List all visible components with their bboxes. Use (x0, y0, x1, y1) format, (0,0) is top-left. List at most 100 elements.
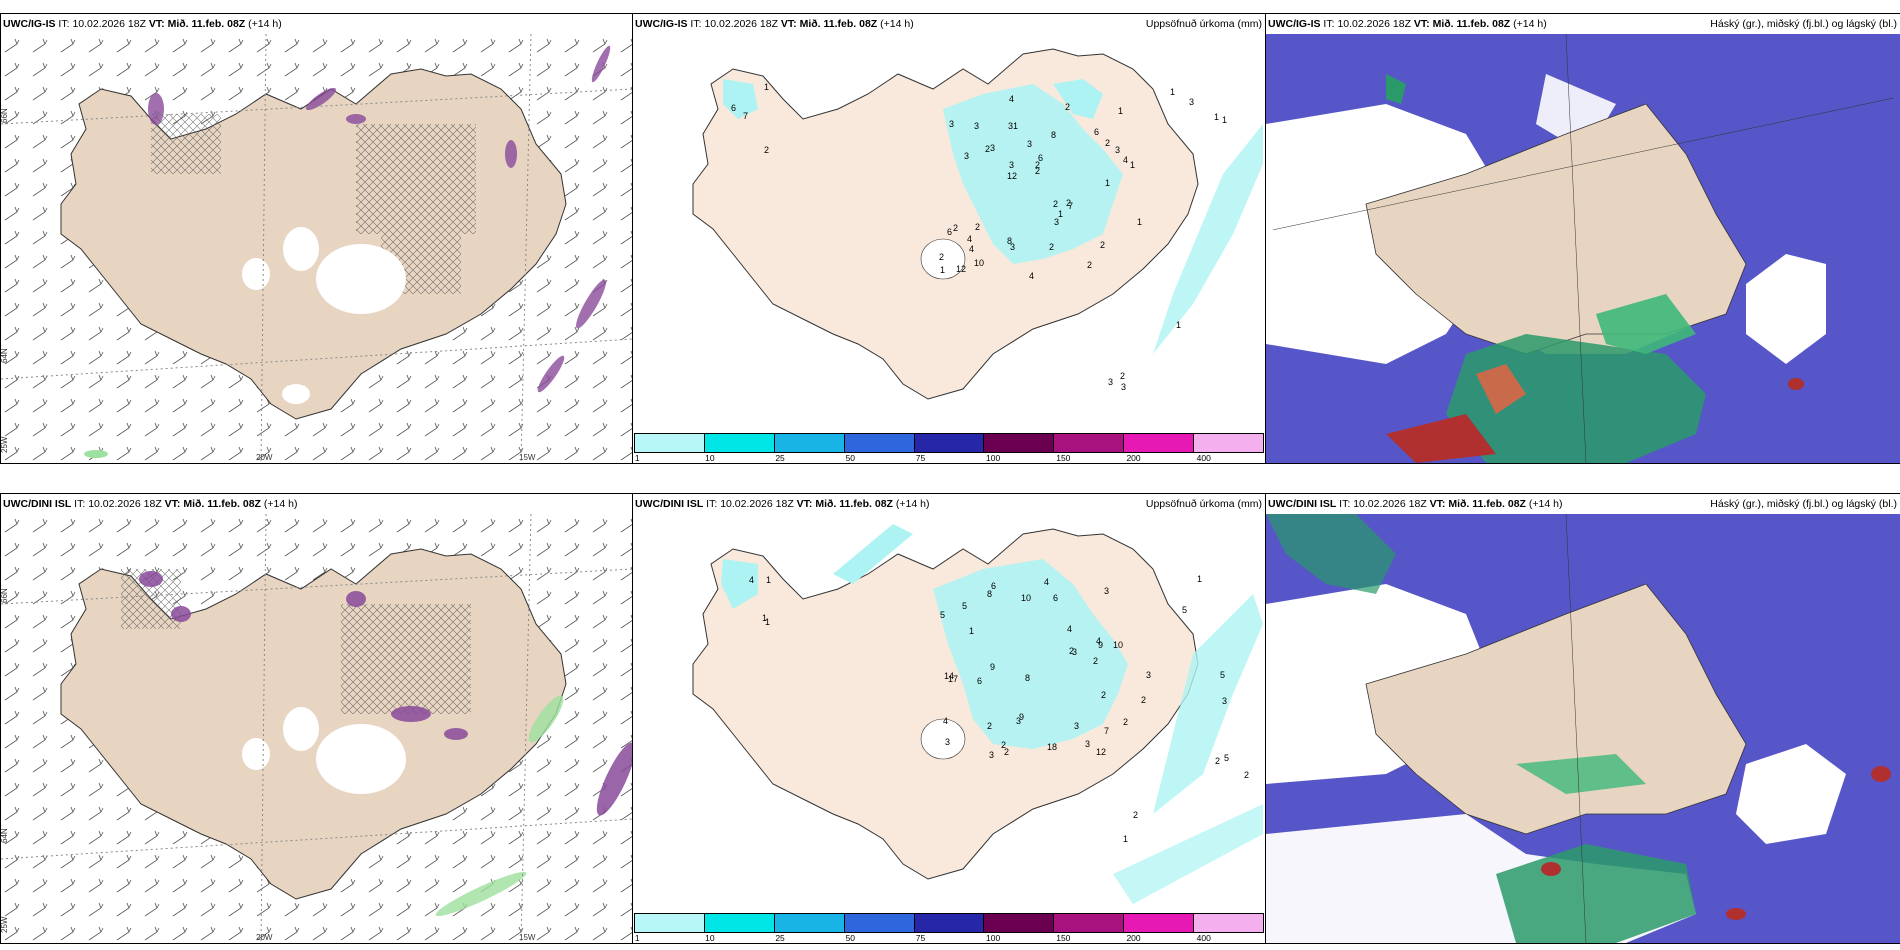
precip-value: 3 (1222, 696, 1227, 706)
precip-value: 3 (1085, 739, 1090, 749)
lat-label-66: 66N (1, 108, 9, 123)
wind-map[interactable]: 66N 64N 20W 15W 25W (1, 34, 632, 463)
panel-top-right: UWC/IG-IS IT: 10.02.2026 18Z VT: Mið. 11… (1265, 13, 1900, 464)
lon-label-15: 15W (519, 453, 536, 462)
colorbar-swatch (984, 434, 1055, 452)
precip-value: 3 (1016, 716, 1021, 726)
precip-value: 5 (1224, 753, 1229, 763)
cloud-map[interactable] (1266, 514, 1900, 943)
lat-label-66: 66N (1, 588, 9, 603)
precip-value: 3 (1009, 160, 1014, 170)
precip-value: 2 (1133, 810, 1138, 820)
precip-value: 3 (1108, 377, 1113, 387)
lon-label-25: 25W (1, 436, 9, 453)
colorbar-tick: 100 (986, 933, 1001, 943)
colorbar-tick: 50 (845, 933, 856, 943)
precip-value: 6 (977, 676, 982, 686)
precip-value: 3 (949, 119, 954, 129)
precip-value: 2 (1100, 240, 1105, 250)
precip-value: 3 (1189, 97, 1194, 107)
precip-value: 2 (1053, 199, 1058, 209)
precip-value: 3 (1074, 721, 1079, 731)
colorbar: 1 10 25 50 75 100 150 200 400 (633, 913, 1265, 943)
precip-value: 6 (947, 227, 952, 237)
precip-map[interactable]: 2 6 1 7 8 12 3 3 2 3 2 4 1 6 7 3 4 4 2 2 12 8 3 3 2 2 2 2 2 4 2 3 3 10 3 2 1… (633, 34, 1265, 433)
panel-bottom-middle: UWC/DINI ISL IT: 10.02.2026 18Z VT: Mið.… (632, 493, 1266, 944)
precip-value: 2 (1004, 747, 1009, 757)
colorbar: 1 10 25 50 75 100 150 200 400 (633, 433, 1265, 463)
precip-value: 1 (1058, 209, 1063, 219)
lon-label-20: 20W (256, 933, 273, 942)
precip-value: 4 (1029, 271, 1034, 281)
precip-value: 8 (1051, 130, 1056, 140)
precip-value: 2 (1141, 695, 1146, 705)
precip-value: 1 (1197, 574, 1202, 584)
colorbar-swatch (635, 434, 705, 452)
precip-value: 2 (1087, 260, 1092, 270)
precip-value: 6 (731, 103, 736, 113)
panel-header: UWC/DINI ISL IT: 10.02.2026 18Z VT: Mið.… (1266, 494, 1900, 514)
precip-value: 1 (1130, 160, 1135, 170)
precip-value: 1 (1118, 106, 1123, 116)
precip-value: 3 (1121, 382, 1126, 392)
colorbar-tick: 10 (705, 933, 715, 943)
lon-label-20: 20W (256, 453, 273, 462)
precip-value: 1 (1013, 121, 1018, 131)
colorbar-tick: 50 (845, 453, 856, 463)
precip-value: 18 (1047, 742, 1057, 752)
colorbar-swatch (1054, 914, 1125, 932)
precip-value: 2 (764, 145, 769, 155)
colorbar-swatch (704, 914, 775, 932)
precip-value: 2 (1049, 242, 1054, 252)
precip-value: 2 (975, 222, 980, 232)
colorbar-swatch (1194, 434, 1264, 452)
precip-value: 4 (969, 244, 974, 254)
precip-value: 12 (1096, 747, 1106, 757)
precip-value: 10 (974, 258, 984, 268)
precip-value: 4 (1044, 577, 1049, 587)
colorbar-swatch (914, 434, 985, 452)
precip-value: 1 (1214, 112, 1219, 122)
precip-value: 17 (948, 674, 958, 684)
precip-value: 5 (1182, 605, 1187, 615)
colorbar-swatch (844, 914, 915, 932)
panel-title-right: Háský (gr.), miðský (fj.bl.) og lágský (… (1710, 18, 1897, 30)
precip-value: 10 (1113, 640, 1123, 650)
precip-value: 1 (1123, 834, 1128, 844)
precip-value: 4 (943, 716, 948, 726)
precip-value: 9 (1019, 712, 1024, 722)
precip-value: 1 (765, 617, 770, 627)
lon-label-15: 15W (519, 933, 536, 942)
colorbar-tick: 400 (1196, 453, 1211, 463)
colorbar-swatch (1124, 914, 1195, 932)
precip-value: 2 (1035, 160, 1040, 170)
colorbar-swatch (984, 914, 1055, 932)
precip-value: 2 (1105, 138, 1110, 148)
colorbar-swatch (914, 914, 985, 932)
precip-value: 1 (1222, 115, 1227, 125)
precip-value: 2 (1123, 717, 1128, 727)
precip-value: 2 (953, 223, 958, 233)
precip-value: 6 (1053, 593, 1058, 603)
precip-map[interactable]: 1 1 1 4 3 6 4 2 3 1 10 5 2 2 4 5 7 8 9 9 14 17 18 2 2 3 4 6 4 2 6 3 3 8 2 3… (633, 514, 1265, 913)
colorbar-swatch (774, 914, 845, 932)
precip-value: 6 (991, 581, 996, 591)
precip-value: 3 (945, 737, 950, 747)
colorbar-tick: 25 (775, 453, 785, 463)
cloud-map[interactable] (1266, 34, 1900, 463)
precip-value: 3 (1008, 121, 1013, 131)
precip-value: 1 (940, 265, 945, 275)
colorbar-swatch (704, 434, 775, 452)
precip-value: 8 (1025, 673, 1030, 683)
precip-value: 3 (974, 121, 979, 131)
precip-value: 1 (1137, 217, 1142, 227)
precip-value: 2 (939, 252, 944, 262)
colorbar-swatch (844, 434, 915, 452)
wind-map[interactable]: 66N 64N 20W 15W 25W (1, 514, 632, 943)
precip-value: 3 (1010, 242, 1015, 252)
panel-top-middle: UWC/IG-IS IT: 10.02.2026 18Z VT: Mið. 11… (632, 13, 1266, 464)
precip-value: 5 (962, 601, 967, 611)
precip-value: 2 (1065, 102, 1070, 112)
precip-value: 4 (749, 575, 754, 585)
panel-header: UWC/DINI ISL IT: 10.02.2026 18Z VT: Mið.… (633, 494, 1265, 514)
